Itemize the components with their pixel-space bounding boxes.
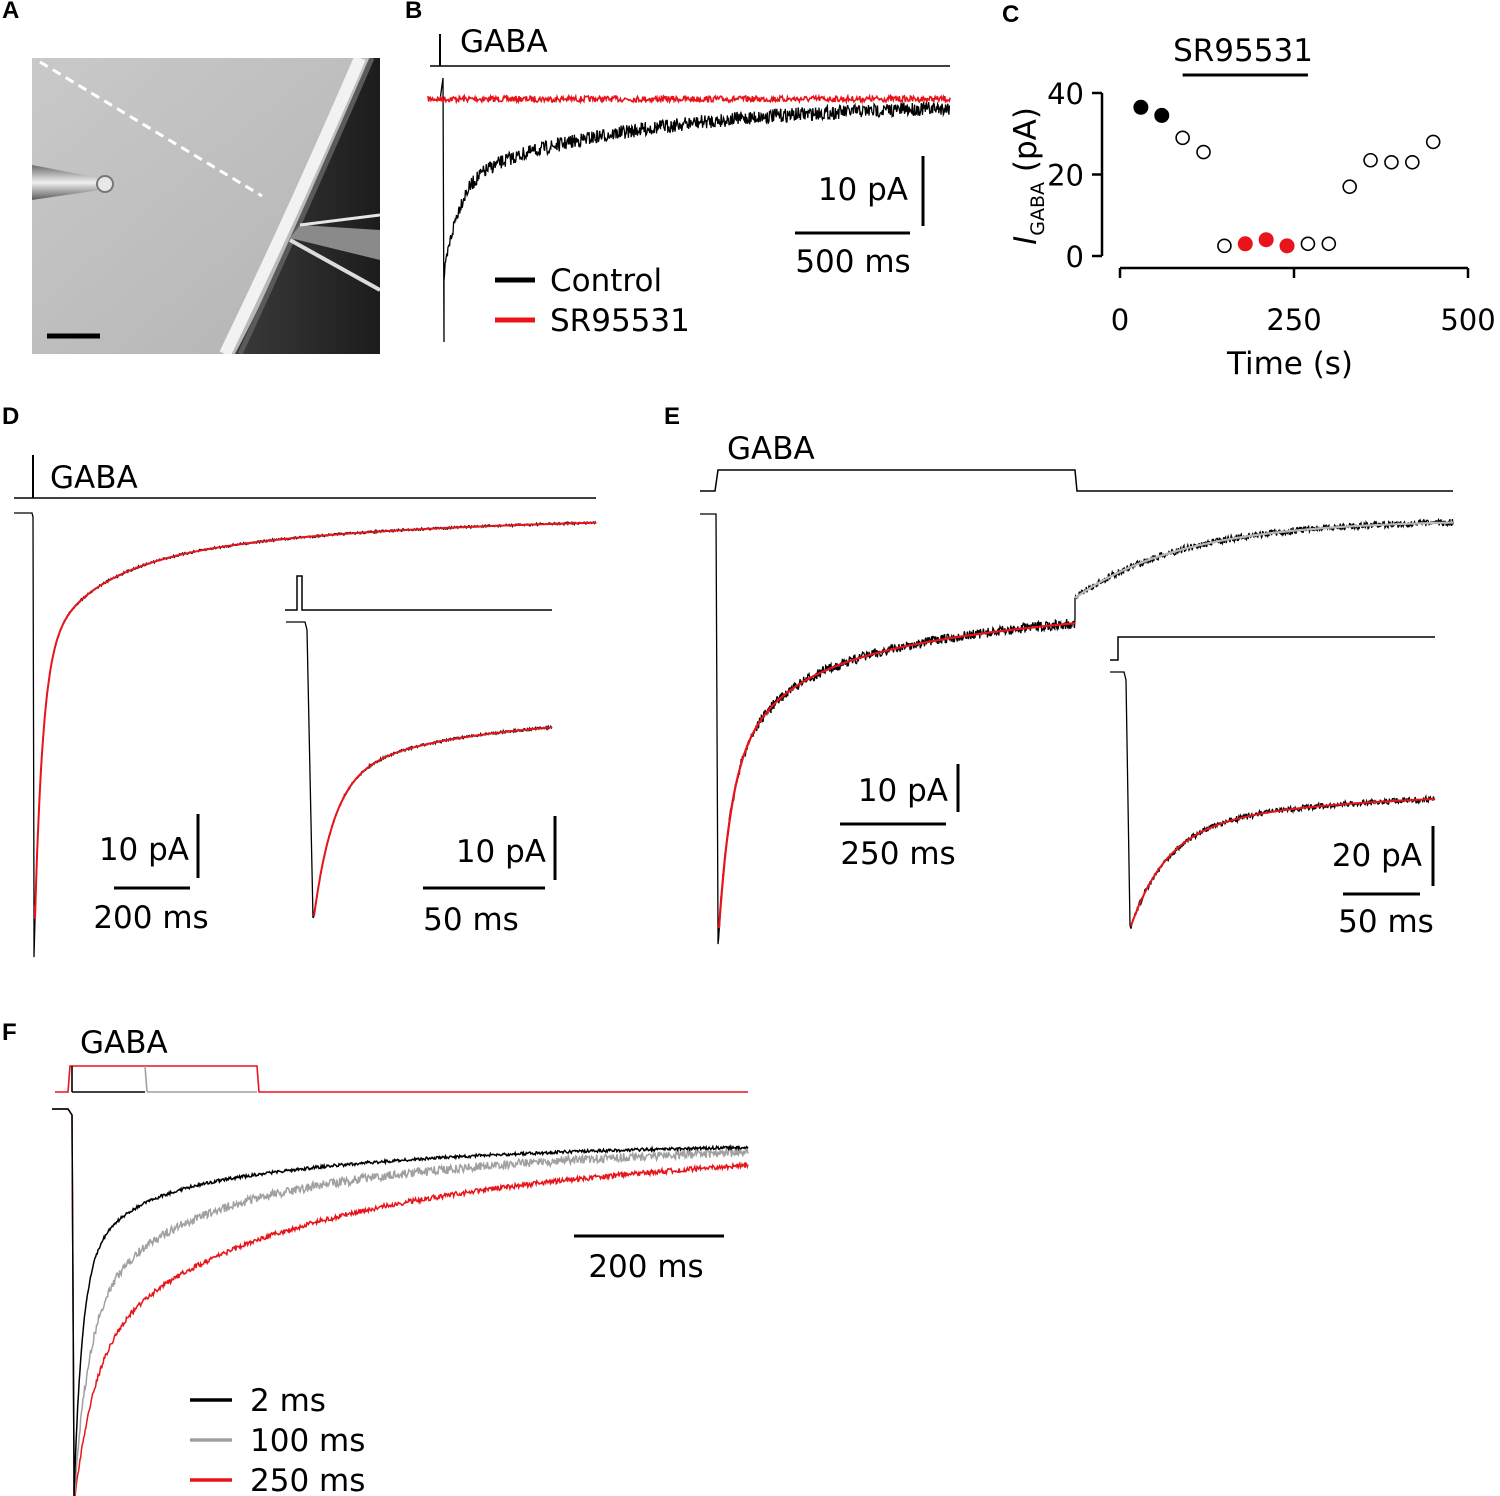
panel-e-stimulus: GABA [700,431,1453,492]
panel-e-scale-y: 10 pA [858,773,948,809]
trace-d-inset-fit [313,726,553,917]
panel-d-inset-scale-x: 50 ms [423,902,519,938]
data-point-open [1405,154,1420,170]
x-tick-label: 0 [1111,303,1129,337]
data-point-filled-red [1279,238,1295,254]
panel-b-scale-y: 10 pA [818,172,908,208]
panel-b-scalebar: 10 pA 500 ms [795,156,925,280]
panel-f-gaba-label: GABA [80,1025,168,1061]
panel-label-c: C [1002,1,1019,28]
panel-label-b: B [405,0,422,24]
trace-e-fit-offset [1074,521,1453,599]
data-point-open [1175,130,1190,146]
panel-f-scalebar: 200 ms [574,1234,724,1285]
legend-label-100ms: 100 ms [250,1423,365,1459]
panel-d-scale-y: 10 pA [99,832,189,868]
panel-d-scale-x: 200 ms [93,900,208,936]
data-point-open [1384,154,1399,170]
panel-d-scalebar: 10 pA 200 ms [93,814,209,936]
panel-d-gaba-label: GABA [50,460,138,496]
y-axis-label-unit: (pA) [1008,107,1044,182]
panel-e-scalebar: 10 pA 250 ms [840,764,960,872]
panel-e-inset-scale-x: 50 ms [1338,904,1434,940]
panel-f-scale-x: 200 ms [588,1249,703,1285]
panel-b-stimulus: GABA [430,24,950,67]
y-axis-label: IGABA (pA) [1008,107,1049,245]
panel-label-d: D [2,403,19,430]
legend-label-2ms: 2 ms [250,1383,326,1419]
y-tick-label: 0 [1066,240,1084,274]
data-point-open [1321,236,1337,252]
trace-e-inset [1110,671,1436,929]
trace-d-inset [286,621,553,919]
data-point-open [1300,236,1316,252]
data-point-open [1217,238,1232,254]
trace-b-sr95531 [427,93,951,105]
panel-c-scatter: 0 20 40 0 250 500 SR95531 Time (s) IGABA (pA… [1008,33,1496,382]
data-point-open [1425,134,1441,150]
panel-label-e: E [664,403,680,430]
data-point-open [1196,144,1211,160]
panel-d-inset-scalebar: 10 pA 50 ms [423,816,557,938]
data-point-filled-red [1237,236,1253,252]
panel-b-gaba-label: GABA [460,24,548,60]
trace-d-current [14,512,597,958]
data-point-filled-red [1258,232,1274,248]
panel-e-gaba-label: GABA [727,431,815,467]
panel-label-a: A [2,0,19,24]
trace-f-250ms [52,1108,749,1496]
panel-d-inset-stimulus [285,575,552,611]
legend-label-sr95531: SR95531 [550,303,690,339]
panel-b-legend: Control SR95531 [495,263,690,339]
y-tick-label: 20 [1047,159,1084,193]
trace-b-control [427,77,951,343]
trace-d-fit [34,521,596,920]
sr95531-label: SR95531 [1173,33,1313,69]
panel-e-inset-scalebar: 20 pA 50 ms [1332,826,1435,940]
y-axis-label-main: I [1008,236,1044,245]
trace-e-inset-fit [1130,798,1435,927]
trace-f-100ms [52,1108,749,1496]
trace-f-2ms [52,1108,749,1496]
panel-d-inset-scale-y: 10 pA [456,834,546,870]
trace-e-current [700,513,1454,945]
panel-f-legend: 2 ms 100 ms 250 ms [190,1383,365,1496]
data-point-open [1342,179,1357,195]
trace-e-fit-onset [717,622,1076,929]
panel-e-inset-stimulus [1110,636,1435,661]
panel-e-inset-scale-y: 20 pA [1332,838,1422,874]
x-tick-label: 500 [1440,303,1495,337]
y-tick-label: 40 [1047,77,1084,111]
panel-d-stimulus: GABA [14,455,596,499]
panel-e-scale-x: 250 ms [840,836,955,872]
panel-b-scale-x: 500 ms [795,244,910,280]
micrograph [32,58,380,354]
data-point-open [1363,152,1378,168]
data-point-filled-black [1133,99,1149,115]
y-axis-label-subscript: GABA [1027,182,1049,236]
legend-label-control: Control [550,263,662,299]
data-point-filled-black [1154,107,1170,123]
legend-label-250ms: 250 ms [250,1463,365,1496]
panel-label-f: F [2,1019,17,1046]
panel-f-stimulus: GABA [55,1025,748,1093]
x-axis-label: Time (s) [1226,346,1353,382]
x-tick-label: 250 [1266,303,1321,337]
